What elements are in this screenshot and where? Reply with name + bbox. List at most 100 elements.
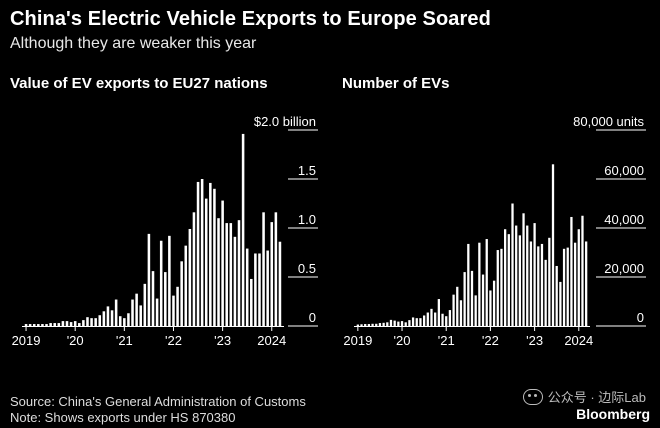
value-bar	[164, 272, 167, 326]
value-bar	[204, 198, 208, 326]
value-bar	[90, 318, 93, 326]
count-bar	[452, 294, 455, 326]
count-bar	[478, 242, 481, 326]
value-bar	[245, 248, 249, 326]
count-bar	[551, 164, 555, 326]
count-ytick-label: 80,000 units	[573, 114, 644, 129]
value-panel-title: Value of EV exports to EU27 nations	[10, 75, 268, 92]
value-bar	[94, 318, 97, 326]
value-xtick-label: '22	[165, 333, 182, 348]
count-bar	[411, 317, 415, 326]
count-xtick-label: '21	[438, 333, 455, 348]
value-bar	[61, 321, 65, 326]
value-ytick-label: 1.0	[298, 212, 316, 227]
count-bar	[467, 243, 470, 326]
count-bar	[515, 225, 518, 326]
value-bar	[32, 324, 36, 326]
count-bar	[364, 324, 367, 326]
value-bar	[155, 298, 159, 326]
value-bar	[241, 133, 245, 326]
count-bar	[415, 318, 418, 326]
count-bar	[356, 324, 359, 326]
value-bar	[139, 305, 142, 326]
value-bar	[69, 322, 73, 326]
value-bar	[147, 233, 151, 326]
count-xtick-label: '20	[394, 333, 411, 348]
count-bar	[371, 323, 374, 326]
count-bar	[470, 270, 474, 327]
value-bar	[262, 212, 265, 326]
value-bar	[270, 222, 274, 326]
count-bar	[537, 246, 540, 327]
value-bar	[49, 323, 52, 326]
value-bar	[118, 316, 122, 326]
value-xtick-label: '21	[116, 333, 133, 348]
count-bar	[496, 250, 499, 326]
value-bar	[159, 240, 163, 326]
value-bar	[258, 253, 261, 326]
value-bar	[37, 324, 40, 326]
value-bar-chart: $2.0 billion 1.5 1.0 0.5 0 2019 '20 '21 '22 '23 20…	[12, 114, 318, 348]
value-bar	[110, 310, 114, 326]
value-bar	[274, 212, 278, 326]
value-bar	[192, 212, 196, 326]
count-bar	[393, 320, 396, 326]
value-ytick-label: $2.0 billion	[254, 114, 316, 129]
value-bar	[196, 181, 200, 326]
value-xtick-label: '20	[67, 333, 84, 348]
count-chart-panel: 80,000 units 60,000 40,000 20,000 0 2019 '20 '2…	[342, 105, 652, 355]
count-ytick-label: 40,000	[604, 212, 644, 227]
value-bar	[213, 188, 216, 326]
count-bar	[570, 216, 573, 326]
value-bar	[57, 323, 61, 326]
count-bar	[518, 235, 522, 326]
count-panel-title: Number of EVs	[342, 75, 450, 92]
count-bar	[378, 323, 382, 326]
count-bar	[426, 312, 429, 326]
value-bar	[98, 315, 102, 326]
value-xtick-label: 2024	[257, 333, 286, 348]
source-note: Source: China's General Administration o…	[10, 394, 306, 409]
value-bar	[184, 245, 188, 326]
count-bar	[577, 229, 580, 326]
count-bar	[522, 213, 525, 326]
value-bar	[172, 295, 175, 326]
count-bar	[540, 243, 544, 326]
value-bar	[180, 261, 183, 326]
value-bar	[176, 286, 179, 326]
count-bar	[544, 259, 547, 326]
value-bar	[65, 321, 69, 326]
count-bar	[492, 280, 496, 326]
value-bar	[41, 324, 44, 326]
count-bar	[389, 319, 393, 327]
value-ytick-label: 1.5	[298, 163, 316, 178]
count-bar	[474, 295, 477, 327]
value-bar	[250, 278, 253, 326]
value-bar	[221, 200, 224, 326]
value-bar	[114, 299, 118, 326]
count-bar	[533, 223, 536, 326]
value-bar	[209, 182, 212, 326]
value-bar	[45, 324, 48, 326]
count-bar	[434, 312, 437, 326]
bloomberg-logo: Bloomberg	[576, 406, 650, 422]
count-bar	[485, 239, 488, 326]
count-bar	[500, 248, 503, 326]
count-ytick-label: 0	[637, 310, 644, 325]
count-bar	[419, 318, 422, 326]
count-bar	[507, 234, 510, 327]
count-bar	[489, 290, 492, 326]
count-xtick-label: 2024	[564, 333, 593, 348]
value-bar	[135, 293, 138, 326]
footnote: Note: Shows exports under HS 870380	[10, 410, 236, 425]
value-bar	[82, 320, 85, 326]
count-bar	[562, 248, 566, 326]
count-ytick-label: 20,000	[604, 261, 644, 276]
count-xtick-label: 2019	[343, 333, 372, 348]
count-bar	[526, 225, 529, 326]
count-ytick-label: 60,000	[604, 163, 644, 178]
count-bar	[430, 308, 433, 326]
count-bar	[404, 322, 407, 326]
value-bar	[102, 311, 106, 326]
value-bar	[143, 283, 147, 326]
